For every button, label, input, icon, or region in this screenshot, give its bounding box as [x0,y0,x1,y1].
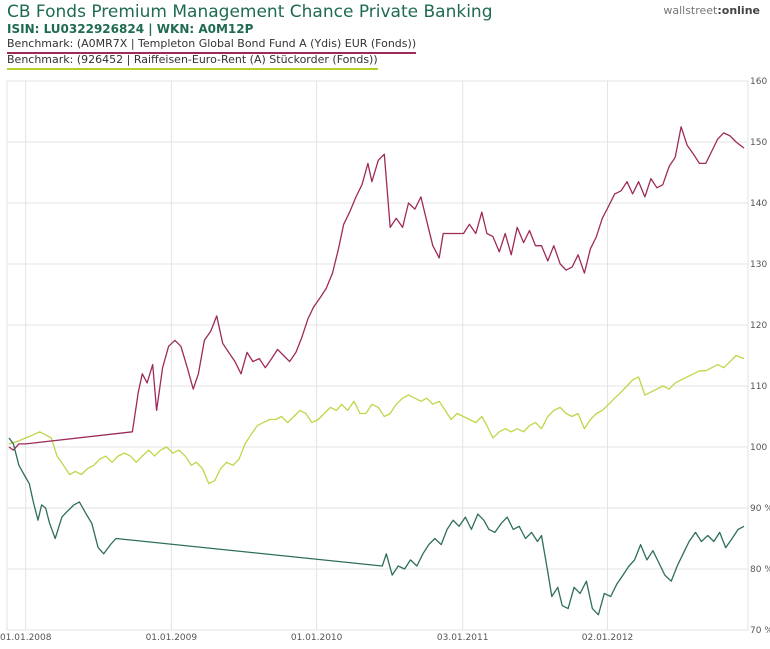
brand-logo-right: :online [717,4,760,17]
brand-logo-left: wallstreet [663,4,718,17]
y-tick-label: 150 % [750,138,770,148]
y-tick-label: 120 % [750,321,770,331]
y-tick-label: 110 % [750,382,770,392]
series-line-benchmark2 [8,354,745,485]
isin-wkn-line: ISIN: LU0322926824 | WKN: A0M12P [7,22,254,36]
benchmark1-legend: Benchmark: (A0MR7X | Templeton Global Bo… [7,37,417,54]
y-tick-label: 100 % [750,443,770,453]
series-line-benchmark1 [8,126,745,451]
x-tick-label: 01.01.2009 [146,633,198,643]
y-axis-labels: 70 % 80 % 90 % 100 % 110 % 120 % 130 % 140 % 150… [750,77,770,636]
y-tick-label: 90 % [750,504,770,514]
series-line-fund [8,437,745,616]
y-tick-label: 160 % [750,77,770,87]
brand-logo: wallstreet:online [663,4,760,17]
x-tick-label: 03.01.2011 [437,633,489,643]
series-layer [8,126,745,616]
y-tick-label: 130 % [750,260,770,270]
benchmark2-legend: Benchmark: (926452 | Raiffeisen-Euro-Ren… [7,53,378,70]
x-tick-label: 01.01.2008 [0,633,52,643]
x-tick-label: 02.01.2012 [582,633,634,643]
x-axis-labels: 01.01.2008 01.01.2009 01.01.2010 03.01.2011… [0,633,633,643]
grid [6,80,749,631]
y-tick-label: 80 % [750,565,770,575]
chart-title: CB Fonds Premium Management Chance Priva… [7,2,493,22]
y-tick-label: 140 % [750,199,770,209]
y-tick-label: 70 % [750,626,770,636]
x-tick-label: 01.01.2010 [291,633,343,643]
